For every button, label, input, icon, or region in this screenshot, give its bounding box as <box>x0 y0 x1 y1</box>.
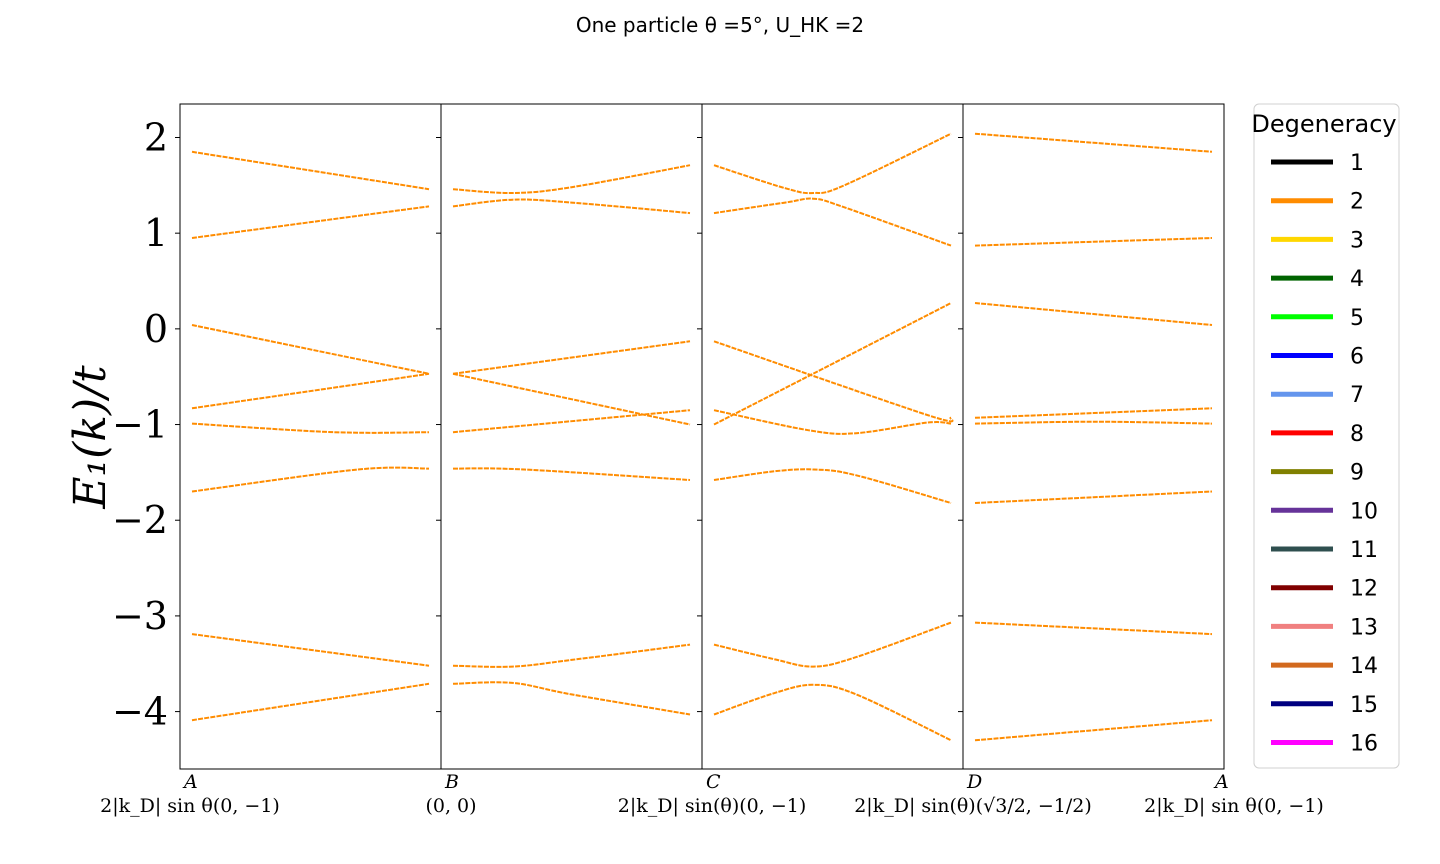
band-line-1-4 <box>191 372 430 410</box>
legend-entry: 6 <box>1271 345 1364 370</box>
band-line-3-2 <box>713 197 952 247</box>
y-tick-label: 2 <box>144 115 168 159</box>
legend-entry: 4 <box>1271 267 1364 292</box>
panel-frame <box>962 103 1225 770</box>
legend-entry: 12 <box>1271 577 1378 602</box>
band-line-2-7 <box>452 643 691 668</box>
y-tick-label: 0 <box>144 307 168 351</box>
legend-label: 5 <box>1350 306 1364 331</box>
legend-entry: 13 <box>1271 615 1378 640</box>
band-line-3-3 <box>713 302 952 426</box>
band-line-4-6 <box>974 490 1213 504</box>
panel-D-A <box>958 103 1225 770</box>
band-line-1-7 <box>191 633 430 667</box>
legend-entry: 5 <box>1271 306 1364 331</box>
kpoint-letter: A <box>1213 771 1229 793</box>
legend-entry: 7 <box>1271 383 1364 408</box>
legend-label: 6 <box>1350 345 1364 370</box>
panel-B-C <box>436 103 703 770</box>
panel-frame <box>440 103 703 770</box>
band-line-4-1 <box>974 132 1213 153</box>
band-line-2-6 <box>452 467 691 481</box>
y-tick-label: −4 <box>112 690 168 734</box>
legend-entry: 3 <box>1271 228 1364 253</box>
legend-entry: 2 <box>1271 190 1364 215</box>
band-line-4-5 <box>974 420 1213 425</box>
chart-title: One particle θ =5°, U_HK =2 <box>576 13 864 37</box>
band-line-2-8 <box>452 681 691 716</box>
panel-A-B <box>175 103 442 770</box>
band-line-4-8 <box>974 719 1213 742</box>
legend-entry: 14 <box>1271 654 1378 679</box>
legend-label: 1 <box>1350 151 1364 176</box>
kpoint-letter: D <box>966 771 982 793</box>
y-tick-label: −2 <box>112 498 168 542</box>
band-line-4-3 <box>974 302 1213 326</box>
kpoint-coord: 2|k_D| sin(θ)(0, −1) <box>618 795 807 817</box>
legend-label: 12 <box>1350 577 1378 602</box>
legend-label: 3 <box>1350 228 1364 253</box>
band-line-1-8 <box>191 682 430 722</box>
band-line-2-1 <box>452 164 691 195</box>
legend-label: 11 <box>1350 538 1378 563</box>
band-line-4-4 <box>974 407 1213 419</box>
band-line-1-3 <box>191 324 430 375</box>
legend-label: 4 <box>1350 267 1364 292</box>
band-line-1-5 <box>191 422 430 434</box>
band-line-1-2 <box>191 205 430 239</box>
band-line-2-4 <box>452 372 691 426</box>
band-line-3-8 <box>713 683 952 742</box>
legend-entry: 11 <box>1271 538 1378 563</box>
legend-entry: 9 <box>1271 461 1364 486</box>
panels <box>175 103 1225 770</box>
legend-entry: 8 <box>1271 422 1364 447</box>
kpoint-coord: 2|k_D| sin(θ)(√3/2, −1/2) <box>854 795 1092 817</box>
legend-entry: 16 <box>1271 732 1378 757</box>
legend-title: Degeneracy <box>1251 110 1396 138</box>
band-line-3-1 <box>713 132 952 195</box>
legend-label: 16 <box>1350 732 1378 757</box>
y-tick-label: −1 <box>112 403 168 447</box>
legend-label: 10 <box>1350 499 1378 524</box>
kpoint-coord: 2|k_D| sin θ(0, −1) <box>1144 795 1324 817</box>
legend-entry: 10 <box>1271 499 1378 524</box>
legend-label: 14 <box>1350 654 1378 679</box>
band-line-2-2 <box>452 198 691 215</box>
k-point-labels: A2|k_D| sin θ(0, −1)B(0, 0)C2|k_D| sin(θ… <box>100 771 1324 817</box>
band-line-2-3 <box>452 340 691 375</box>
kpoint-letter: B <box>444 771 459 793</box>
band-line-2-5 <box>452 409 691 434</box>
legend-label: 15 <box>1350 693 1378 718</box>
band-line-3-7 <box>713 621 952 668</box>
panel-frame <box>179 103 442 770</box>
band-line-1-6 <box>191 466 430 493</box>
panel-C-D <box>697 103 964 770</box>
band-line-3-6 <box>713 468 952 504</box>
legend-frame <box>1253 103 1400 769</box>
legend-label: 8 <box>1350 422 1364 447</box>
band-line-4-7 <box>974 621 1213 636</box>
band-line-3-4 <box>713 340 954 423</box>
legend-label: 2 <box>1350 190 1364 215</box>
legend-entry: 15 <box>1271 693 1378 718</box>
legend-entry: 1 <box>1271 151 1364 176</box>
y-axis-label: E₁(k)/t <box>65 365 116 510</box>
band-line-4-2 <box>974 237 1213 247</box>
y-tick-label: −3 <box>112 594 168 638</box>
legend-label: 7 <box>1350 383 1364 408</box>
kpoint-coord: 2|k_D| sin θ(0, −1) <box>100 795 280 817</box>
legend-label: 13 <box>1350 615 1378 640</box>
kpoint-letter: C <box>706 771 721 793</box>
band-line-1-1 <box>191 150 430 191</box>
legend-label: 9 <box>1350 461 1364 486</box>
kpoint-letter: A <box>182 771 198 793</box>
y-tick-label: 1 <box>144 211 168 255</box>
band-line-3-5 <box>713 409 952 435</box>
kpoint-coord: (0, 0) <box>425 795 476 817</box>
y-ticks: 2 1 0 −1 −2 −3 −4 <box>112 115 168 733</box>
